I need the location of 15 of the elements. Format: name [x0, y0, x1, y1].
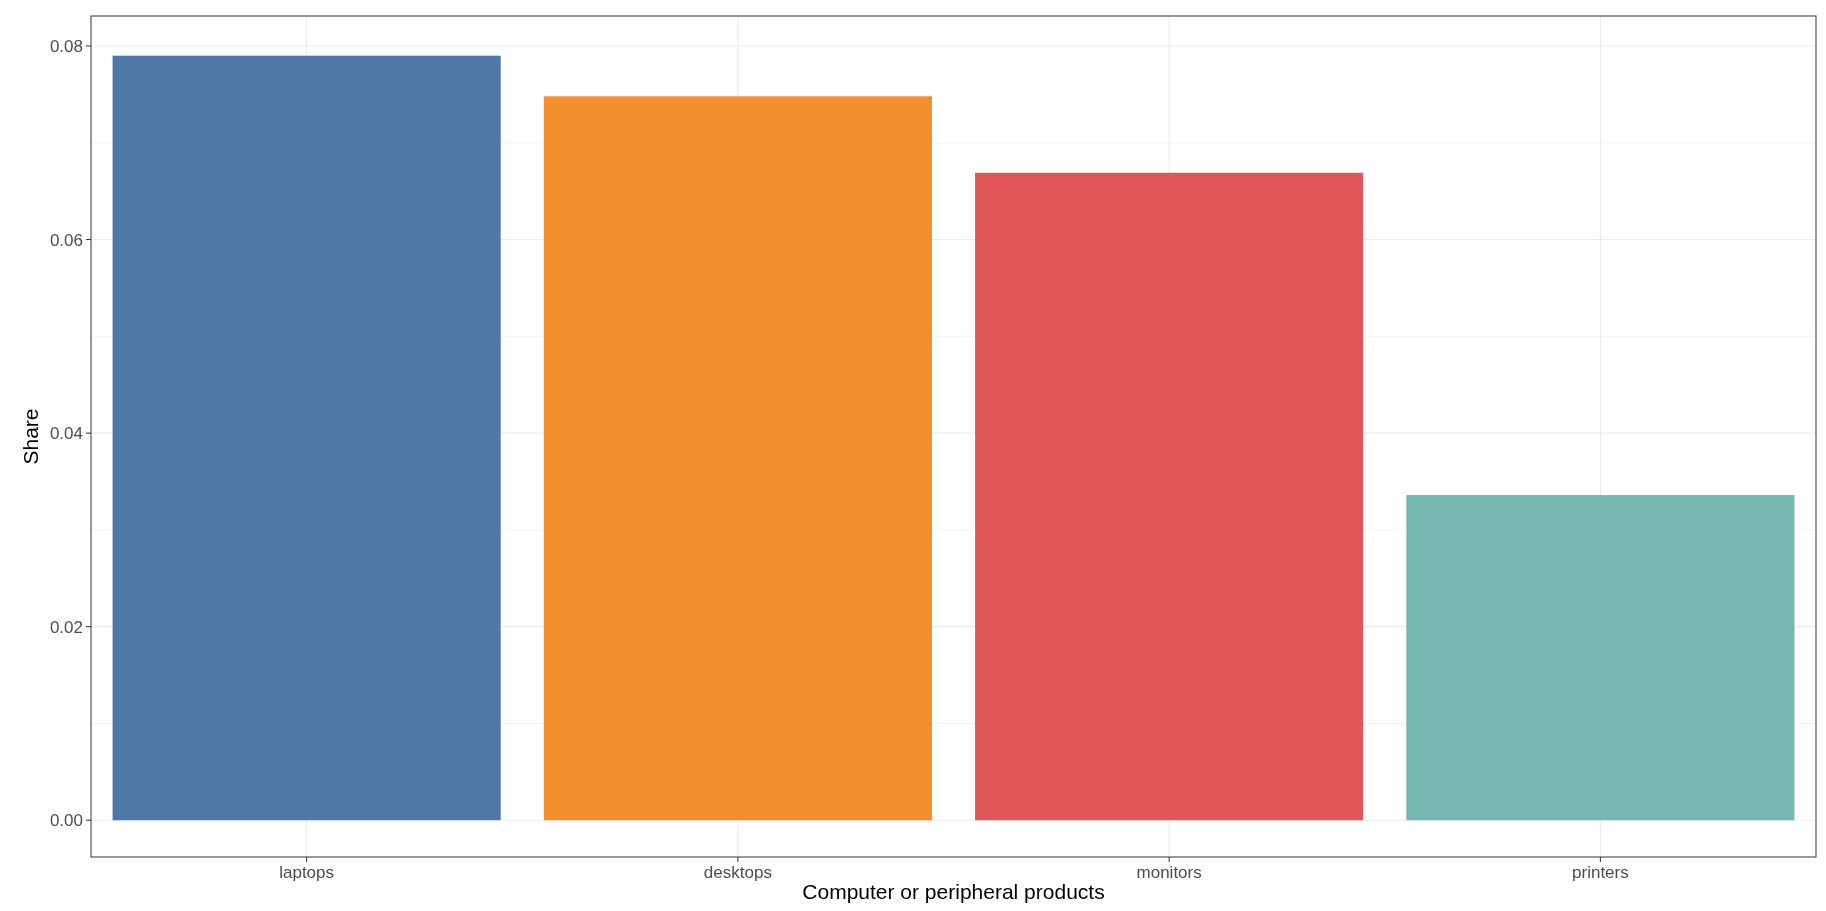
bar [543, 96, 932, 821]
y-tick-label: 0.00 [49, 811, 83, 831]
y-axis-title: Share [19, 408, 42, 465]
bar [1406, 495, 1795, 821]
y-tick-label: 0.04 [49, 424, 83, 444]
y-tick-label: 0.08 [49, 36, 83, 56]
x-tick-label: printers [1572, 863, 1629, 882]
bar [975, 172, 1364, 821]
y-tick-label: 0.02 [49, 617, 83, 637]
x-tick-label: desktops [703, 863, 772, 882]
x-axis-title: Computer or peripheral products [802, 880, 1105, 903]
x-tick-label: laptops [279, 863, 335, 882]
y-tick-label: 0.06 [49, 230, 83, 250]
bar [112, 55, 501, 821]
x-tick-label: monitors [1136, 863, 1202, 882]
